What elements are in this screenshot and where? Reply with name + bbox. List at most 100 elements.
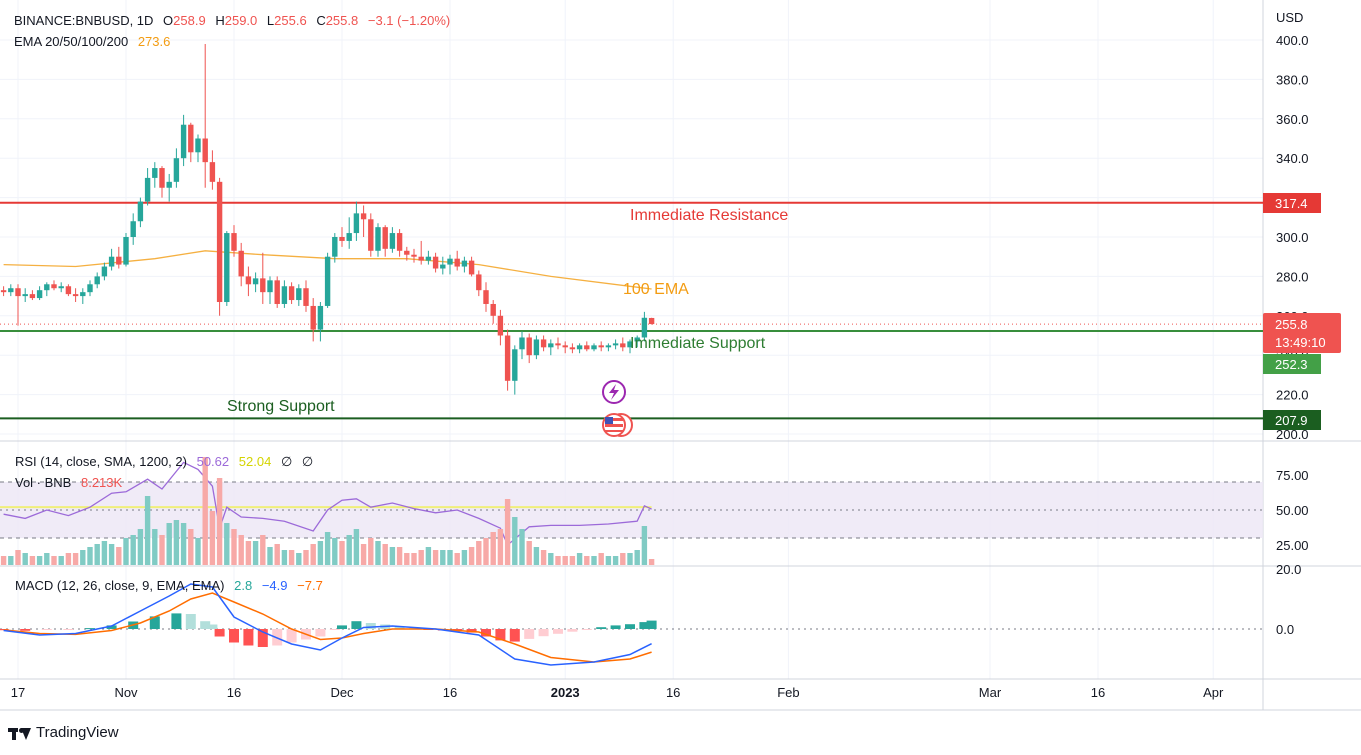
candle xyxy=(339,227,345,247)
candle-body xyxy=(476,274,482,291)
volume-bar xyxy=(51,556,57,565)
candle xyxy=(245,266,252,297)
ema-legend[interactable]: EMA 20/50/100/200 273.6 xyxy=(14,34,170,49)
candle xyxy=(195,134,201,163)
candle xyxy=(22,288,28,303)
candle-body xyxy=(548,343,554,348)
rsi-legend[interactable]: RSI (14, close, SMA, 1200, 2) 50.62 52.0… xyxy=(15,454,313,469)
candle-body xyxy=(634,337,640,342)
candle-body xyxy=(22,294,28,297)
tradingview-logo[interactable]: TradingView xyxy=(8,724,119,741)
candle-body xyxy=(15,288,21,297)
candle xyxy=(260,252,266,304)
candle-body xyxy=(389,233,396,249)
svg-text:317.4: 317.4 xyxy=(1275,196,1308,211)
volume-bar xyxy=(375,541,381,565)
candle-body xyxy=(605,345,612,348)
lightning-event-icon[interactable] xyxy=(602,380,626,404)
candle-body xyxy=(512,349,518,381)
candle-body xyxy=(519,337,525,350)
price-levels xyxy=(0,201,1263,420)
volume-bar xyxy=(648,559,655,565)
volume-bar xyxy=(627,553,633,565)
macd-tick-label: 20.0 xyxy=(1276,562,1301,577)
symbol-legend[interactable]: BINANCE:BNBUSD, 1D O258.9 H259.0 L255.6 … xyxy=(14,13,450,28)
candle-body xyxy=(209,162,216,182)
candle xyxy=(166,173,172,202)
candle-body xyxy=(461,260,468,267)
volume-bar xyxy=(432,550,439,565)
candle-body xyxy=(87,284,93,293)
candle-body xyxy=(8,288,14,293)
macd-histogram-bar xyxy=(214,629,225,637)
candle xyxy=(461,256,468,273)
candle xyxy=(562,341,568,354)
candlestick-series[interactable] xyxy=(0,43,655,395)
candle xyxy=(512,345,518,395)
time-tick-label: 16 xyxy=(1091,685,1105,700)
rsi-tick-label: 75.00 xyxy=(1276,468,1309,483)
candle xyxy=(36,286,43,301)
candle xyxy=(360,205,367,237)
macd-histogram-bar xyxy=(63,629,74,630)
volume-bar xyxy=(468,547,475,565)
macd-legend[interactable]: MACD (12, 26, close, 9, EMA, EMA) 2.8 −4… xyxy=(15,578,323,593)
volume-bar xyxy=(0,556,7,565)
macd-histogram-bar xyxy=(538,629,549,637)
us-flag-event-icon[interactable] xyxy=(602,413,633,437)
volume-bar xyxy=(209,511,216,565)
volume-bar xyxy=(411,553,417,565)
time-axis[interactable]: 17 Nov 16 Dec 16 2023 16 Feb Mar 16 Apr xyxy=(11,685,1224,700)
annotation-100-ema: 100 EMA xyxy=(623,281,689,298)
rsi-tick-label: 50.00 xyxy=(1276,503,1309,518)
candle xyxy=(569,343,576,354)
candle-body xyxy=(598,345,604,348)
volume-bars xyxy=(0,457,655,565)
candle-body xyxy=(324,256,331,306)
volume-bar xyxy=(202,457,208,565)
volume-bar xyxy=(425,547,432,565)
price-tick-label: 360.0 xyxy=(1276,112,1309,127)
candle-body xyxy=(368,219,374,251)
candle-body xyxy=(51,284,57,289)
volume-bar xyxy=(540,550,547,565)
candle xyxy=(303,280,309,312)
candle xyxy=(209,150,216,190)
macd-histogram-bar xyxy=(646,620,657,629)
volume-bar xyxy=(288,550,295,565)
candle-body xyxy=(555,343,561,346)
volume-bar xyxy=(29,556,36,565)
volume-bar xyxy=(245,541,252,565)
candle xyxy=(540,335,547,352)
volume-bar xyxy=(274,544,280,565)
volume-bar xyxy=(555,556,561,565)
volume-bar xyxy=(368,538,374,565)
macd-histogram-bar xyxy=(229,629,239,643)
volume-legend[interactable]: Vol · BNB 8.213K xyxy=(15,475,123,490)
candle xyxy=(396,229,403,257)
currency-label[interactable]: USD xyxy=(1276,10,1303,25)
candle-body xyxy=(339,237,345,241)
volume-bar xyxy=(159,535,165,565)
candle-body xyxy=(44,284,50,291)
annotation-immediate-resistance: Immediate Resistance xyxy=(630,207,788,224)
candle-body xyxy=(224,233,230,303)
macd-pane[interactable] xyxy=(0,583,1263,666)
volume-bar xyxy=(101,541,108,565)
volume-bar xyxy=(418,550,424,565)
volume-bar xyxy=(108,544,115,565)
volume-bar xyxy=(216,478,223,565)
volume-bar xyxy=(260,535,266,565)
time-tick-label: Feb xyxy=(777,685,799,700)
volume-bar xyxy=(195,538,201,565)
macd-signal-line xyxy=(3,592,652,663)
volume-bar xyxy=(533,547,540,565)
candle xyxy=(224,231,230,306)
macd-histogram-bar xyxy=(207,624,218,629)
candle-body xyxy=(137,201,144,222)
candle xyxy=(252,272,259,293)
volume-bar xyxy=(58,556,64,565)
rsi-pane[interactable] xyxy=(0,461,1263,547)
candle xyxy=(389,227,396,253)
